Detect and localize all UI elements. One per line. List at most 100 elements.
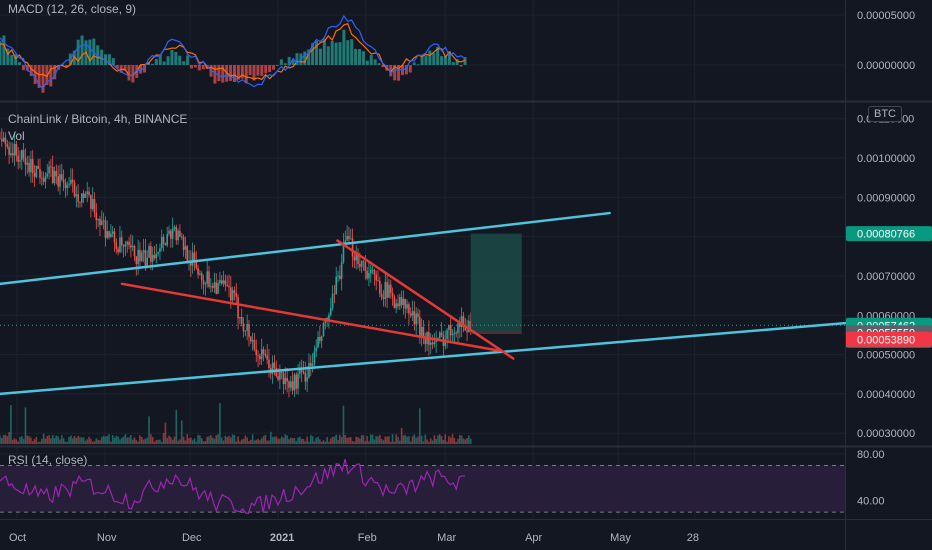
volume-bar: [339, 434, 341, 444]
candle-body: [2, 137, 5, 142]
macd-histogram-bar: [311, 43, 315, 65]
candle-body: [140, 252, 143, 261]
macd-histogram-bar: [221, 65, 225, 83]
macd-histogram-bar: [45, 65, 49, 86]
volume-bar: [204, 441, 207, 444]
currency-badge[interactable]: BTC: [868, 106, 902, 122]
candle-body: [220, 280, 223, 284]
macd-histogram-bar: [213, 65, 217, 84]
volume-bar: [230, 437, 232, 444]
volume-bar: [248, 441, 250, 444]
candle-body: [389, 284, 392, 294]
volume-bar: [406, 436, 408, 444]
candle-body: [210, 286, 212, 287]
volume-bar: [417, 436, 419, 444]
macd-line: [0, 14, 466, 90]
candle-body: [397, 303, 399, 307]
candle-body: [75, 194, 78, 197]
x-tick-Mar: Mar: [437, 532, 456, 544]
volume-bar: [0, 435, 1, 444]
macd-histogram-bar: [104, 54, 108, 65]
candle-body: [455, 332, 457, 334]
volume-bar: [331, 436, 334, 444]
macd-histogram-bar: [240, 65, 244, 79]
candle-body: [360, 261, 363, 267]
candle-body: [88, 191, 90, 196]
candle-body: [13, 143, 16, 156]
candle-body: [422, 327, 425, 337]
candle-body: [211, 286, 214, 288]
candle-body: [415, 313, 417, 325]
candle-body: [4, 137, 7, 145]
macd-histogram-bar: [37, 65, 41, 88]
macd-histogram-bar: [232, 65, 236, 83]
volume-bar: [135, 440, 138, 444]
macd-histogram-bar: [428, 50, 432, 65]
volume-bar: [51, 434, 54, 444]
candle-body: [289, 381, 292, 388]
candle-body: [168, 230, 170, 234]
volume-bar: [260, 438, 263, 444]
volume-bar: [170, 437, 172, 444]
candle-body: [70, 179, 72, 184]
volume-bar: [88, 436, 90, 444]
candle-body: [362, 261, 365, 263]
candle-body: [268, 359, 270, 369]
candle-body: [449, 324, 452, 336]
volume-bar: [353, 441, 356, 444]
candle-body: [253, 340, 256, 350]
volume-bar: [148, 416, 150, 444]
macd-histogram-bar: [322, 38, 326, 65]
candle-body: [110, 233, 112, 238]
volume-bar: [2, 435, 5, 444]
candle-body: [117, 248, 119, 253]
candle-body: [429, 342, 432, 345]
rsi-pane-title[interactable]: RSI (14, close): [8, 453, 88, 467]
volume-bar: [244, 435, 247, 444]
macd-histogram-bar: [350, 39, 354, 65]
candle-body: [53, 170, 56, 184]
macd-histogram-bar: [381, 65, 385, 68]
candle-body: [150, 245, 152, 262]
candle-body: [57, 176, 59, 187]
volume-bar: [80, 437, 83, 444]
x-tick-May: May: [610, 532, 631, 544]
candle-body: [111, 231, 114, 234]
candle-body: [64, 182, 67, 189]
volume-bar: [315, 437, 318, 444]
volume-bar: [53, 438, 56, 444]
volume-bar: [242, 438, 245, 444]
macd-histogram-bar: [25, 65, 29, 71]
macd-histogram-bar: [33, 65, 37, 85]
volume-bar: [442, 439, 445, 444]
main-pane-title[interactable]: ChainLink / Bitcoin, 4h, BINANCE: [8, 112, 188, 126]
volume-bar: [275, 436, 278, 444]
macd-histogram-bar: [416, 64, 420, 66]
volume-bar: [219, 403, 221, 444]
volume-bar: [142, 439, 145, 444]
candle-body: [90, 195, 92, 209]
macd-histogram-bar: [115, 65, 119, 69]
volume-bar: [108, 434, 110, 444]
candle-body: [162, 236, 165, 244]
volume-label[interactable]: Vol: [8, 129, 25, 143]
volume-bar: [373, 439, 376, 444]
volume-bar: [77, 435, 79, 444]
volume-bar: [295, 441, 298, 444]
volume-bar: [426, 439, 428, 444]
volume-bar: [46, 435, 49, 444]
candle-body: [184, 246, 187, 250]
candle-body: [379, 280, 381, 294]
macd-histogram-bar: [404, 65, 408, 75]
macd-histogram-bar: [229, 65, 233, 81]
volume-bar: [97, 439, 99, 444]
candle-body: [308, 362, 310, 378]
macd-pane-title[interactable]: MACD (12, 26, close, 9): [8, 2, 137, 16]
volume-bar: [119, 439, 121, 444]
price-y-tick-2: 0.00090000: [857, 192, 915, 204]
candle-body: [404, 298, 407, 309]
candle-body: [190, 260, 192, 266]
volume-bar: [130, 435, 132, 444]
candle-body: [44, 176, 47, 182]
